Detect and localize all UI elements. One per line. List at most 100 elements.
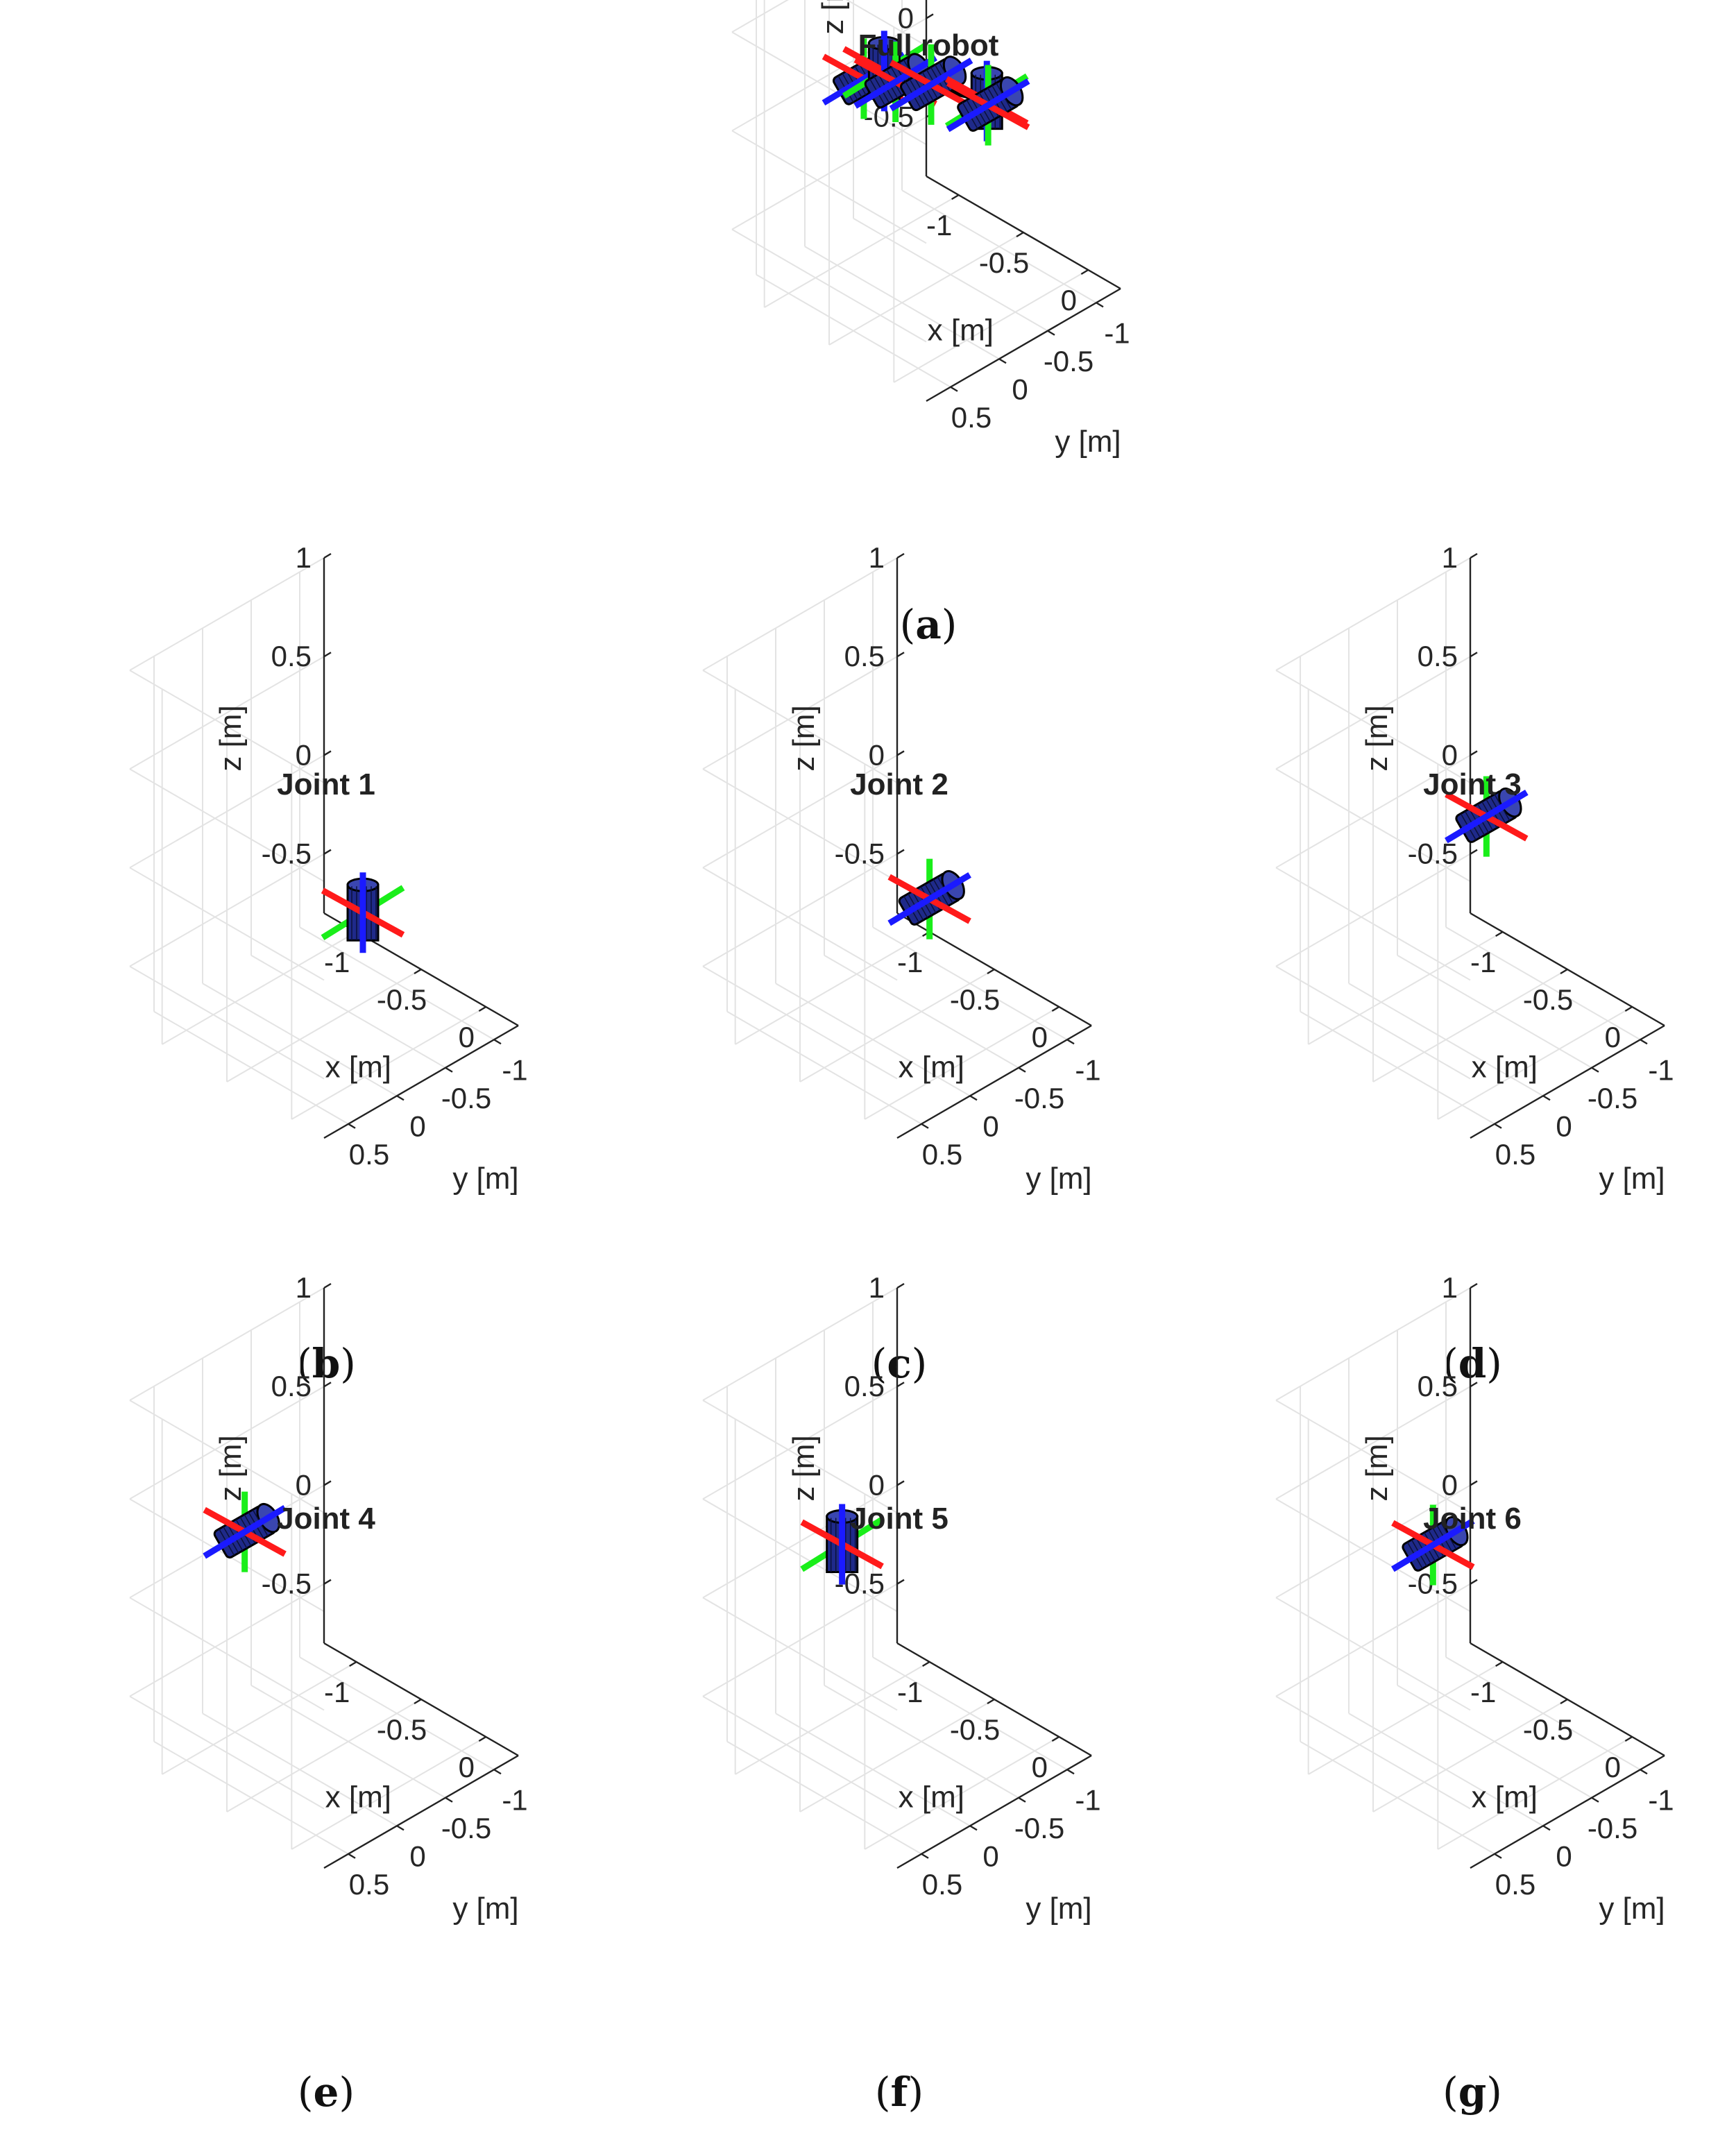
z-tick-label: 0: [1442, 1468, 1458, 1501]
z-axis-label: z [m]: [1360, 1435, 1394, 1501]
x-tick-label: 0: [459, 1021, 475, 1053]
y-axis-label: y [m]: [1026, 1892, 1091, 1926]
y-tick-label: -0.5: [441, 1812, 491, 1844]
y-tick-label: 0.5: [349, 1868, 389, 1901]
x-axis-label: x [m]: [1472, 1050, 1538, 1084]
joint-z-axis: [1391, 1518, 1475, 1572]
z-tick-label: 0.5: [271, 1370, 312, 1402]
x-tick-label: -1: [926, 209, 952, 241]
plot-title: Joint 1: [277, 767, 375, 801]
z-tick-label: 0.5: [271, 640, 312, 672]
y-tick-label: -0.5: [1588, 1082, 1637, 1114]
panel-caption-letter: e: [314, 2069, 339, 2116]
joint-marker: [800, 1504, 885, 1585]
panel-caption-letter: g: [1458, 2069, 1487, 2116]
y-axis-line: [323, 1754, 519, 1869]
grid-lines: [702, 557, 1068, 1125]
plot-title: Joint 4: [277, 1502, 375, 1536]
tick-labels: -1-0.50-1-0.500.5-0.500.51: [835, 541, 1101, 1171]
y-tick-label: -0.5: [1014, 1812, 1064, 1844]
joint-z-axis: [1445, 789, 1529, 844]
x-tick-label: -1: [324, 1676, 350, 1708]
z-tick-label: -0.5: [835, 838, 885, 870]
y-tick-label: -1: [1648, 1783, 1674, 1816]
x-tick-label: -0.5: [377, 983, 427, 1016]
z-axis-label: z [m]: [816, 0, 850, 35]
joint-z-axis: [889, 58, 973, 112]
y-axis-label: y [m]: [452, 1892, 518, 1926]
z-tick-label: 0: [869, 1468, 885, 1501]
z-axis-label: z [m]: [214, 705, 248, 771]
x-axis-label: x [m]: [899, 1780, 964, 1814]
panel-caption: (g): [1443, 2069, 1502, 2116]
y-tick-label: 0.5: [1495, 1138, 1535, 1171]
z-tick-label: -0.5: [262, 1568, 312, 1600]
plot-title: Joint 2: [850, 767, 948, 801]
x-tick-label: -1: [897, 946, 923, 978]
x-axis-label: x [m]: [899, 1050, 964, 1084]
x-tick-label: -0.5: [1523, 983, 1573, 1016]
plot-title: Joint 6: [1423, 1502, 1522, 1536]
axes-box: [1469, 1282, 1665, 1869]
grid-lines: [129, 1287, 495, 1855]
y-tick-label: -1: [1648, 1053, 1674, 1086]
z-tick-label: 1: [1442, 541, 1458, 574]
z-tick-label: 1: [1442, 1271, 1458, 1304]
y-tick-label: 0.5: [922, 1868, 962, 1901]
x-tick-label: -0.5: [377, 1713, 427, 1746]
y-tick-label: 0: [409, 1110, 425, 1142]
x-tick-label: 0: [1032, 1021, 1048, 1053]
y-tick-label: -0.5: [1044, 345, 1093, 377]
axes-box: [1469, 552, 1665, 1139]
y-tick-label: 0.5: [922, 1138, 962, 1171]
plot-panel-6: -1-0.50-1-0.500.5-0.500.51x [m]y [m]z [m…: [1275, 1271, 1674, 2116]
x-tick-label: -0.5: [950, 1713, 1000, 1746]
grid-lines: [1275, 557, 1641, 1125]
y-axis-label: y [m]: [452, 1162, 518, 1196]
z-tick-label: 1: [296, 1271, 312, 1304]
z-tick-label: 1: [296, 541, 312, 574]
panel-caption-letter: a: [915, 601, 942, 648]
y-tick-label: 0: [1556, 1110, 1572, 1142]
y-tick-label: -1: [502, 1053, 527, 1086]
x-tick-label: 0: [459, 1751, 475, 1783]
z-tick-label: -0.5: [1408, 838, 1458, 870]
panel-caption-letter: b: [312, 1340, 341, 1387]
y-axis-label: y [m]: [1599, 1162, 1665, 1196]
y-axis-line: [1470, 1754, 1665, 1869]
z-tick-label: 0.5: [844, 640, 885, 672]
x-tick-label: -1: [1470, 946, 1496, 978]
z-tick-label: 0: [296, 738, 312, 771]
x-tick-label: 0: [1605, 1021, 1621, 1053]
joint-z-axis: [853, 55, 937, 109]
grid-lines: [731, 0, 1097, 388]
x-tick-label: -0.5: [979, 246, 1029, 279]
x-tick-label: -1: [1470, 1676, 1496, 1708]
tick-labels: -1-0.50-1-0.500.5-0.500.51: [1408, 541, 1674, 1171]
plot-panel-3: -1 -0.5 0 -1 -0.5 0 0.5 -0.5 0 0.5 1 x [m] y [m] z [m…: [1275, 541, 1674, 1387]
plot-panel-1: -1 -0.5 0 -1 -0.5 0 0.5 -0.5 0 0.5 1 x [m] y [m] z [m…: [129, 541, 528, 1387]
joint-marker: [887, 858, 971, 940]
y-tick-label: 0.5: [349, 1138, 389, 1171]
x-tick-label: -0.5: [1523, 1713, 1573, 1746]
z-tick-label: 0: [296, 1468, 312, 1501]
z-tick-label: 0.5: [1418, 1370, 1458, 1402]
axes-box: [323, 1282, 519, 1869]
x-tick-label: -0.5: [950, 983, 1000, 1016]
panel-caption: (f): [875, 2069, 924, 2116]
panel-caption: (e): [298, 2069, 355, 2116]
tick-labels: -1-0.50-1-0.500.5-0.500.51: [864, 1, 1130, 434]
x-axis-label: x [m]: [325, 1780, 391, 1814]
joint-marker: [1445, 776, 1529, 857]
joint-z-axis: [203, 1505, 287, 1559]
z-tick-label: -0.5: [864, 101, 914, 133]
z-axis-label: z [m]: [214, 1435, 248, 1501]
y-tick-label: -1: [1075, 1053, 1100, 1086]
panel-caption-letter: c: [887, 1340, 911, 1387]
y-axis-line: [896, 1754, 1092, 1869]
panel-caption-letter: d: [1458, 1340, 1487, 1387]
y-axis-label: y [m]: [1026, 1162, 1091, 1196]
x-tick-label: 0: [1605, 1751, 1621, 1783]
joint-marker: [1391, 1504, 1475, 1586]
y-tick-label: 0.5: [951, 401, 992, 434]
